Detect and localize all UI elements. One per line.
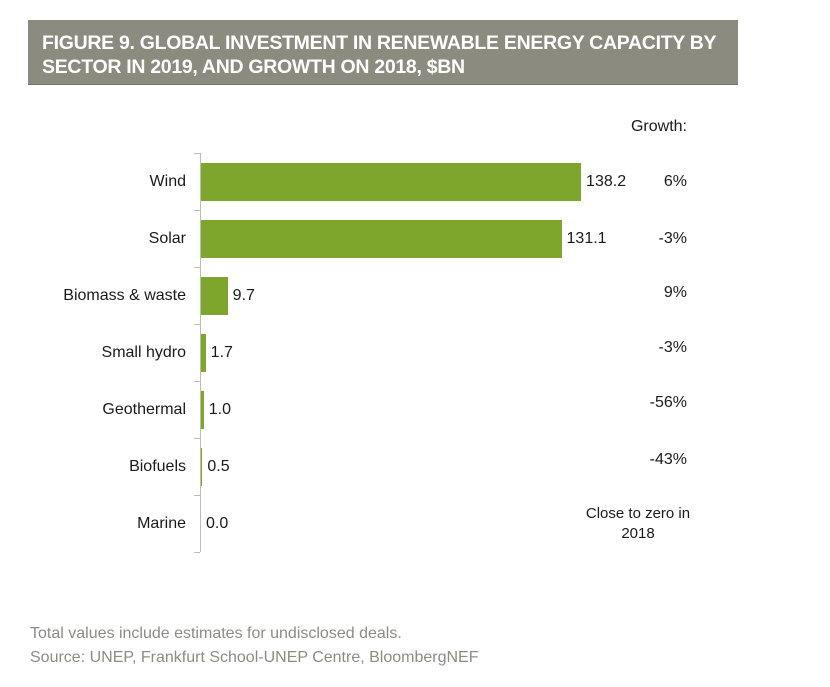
value-label: 9.7: [232, 286, 255, 304]
axis-tick: [194, 324, 200, 325]
bar-cell: 0.5: [201, 447, 590, 486]
chart-row: Small hydro 1.7 -3%: [0, 324, 700, 381]
chart-row: Biomass & waste 9.7 9%: [0, 267, 700, 324]
bar: [201, 333, 206, 372]
category-label: Marine: [137, 514, 186, 532]
axis-tick: [194, 153, 200, 154]
chart-row: Solar 131.1 -3%: [0, 210, 700, 267]
growth-label: 9%: [663, 283, 687, 301]
category-label: Biofuels: [129, 457, 186, 475]
bar-cell: 9.7: [201, 276, 590, 315]
bar: [201, 390, 204, 429]
growth-column-header: Growth:: [630, 118, 687, 135]
bar: [201, 219, 562, 258]
growth-label: -3%: [658, 229, 687, 247]
category-label: Biomass & waste: [63, 286, 186, 304]
bar-chart: Wind 138.2 6% Solar 131.1 -3% Biomass & …: [0, 153, 700, 552]
axis-tick: [194, 438, 200, 439]
category-label: Wind: [149, 172, 186, 190]
chart-footnotes: Total values include estimates for undis…: [30, 622, 478, 670]
category-label: Small hydro: [101, 343, 186, 361]
axis-tick: [194, 552, 200, 553]
bar-cell: 138.2: [201, 162, 626, 201]
growth-label: 6%: [663, 172, 687, 190]
growth-label: Close to zero in 2018: [585, 504, 691, 542]
figure-title-bar: FIGURE 9. GLOBAL INVESTMENT IN RENEWABLE…: [28, 20, 738, 85]
axis-tick: [194, 267, 200, 268]
category-label: Geothermal: [102, 400, 186, 418]
value-label: 1.7: [210, 343, 233, 361]
bar-cell: 1.7: [201, 333, 590, 372]
figure-title-line-1: FIGURE 9. GLOBAL INVESTMENT IN RENEWABLE…: [42, 32, 717, 54]
chart-row: Wind 138.2 6%: [0, 153, 700, 210]
chart-row: Marine 0.0 Close to zero in 2018: [0, 495, 700, 552]
value-label: 0.5: [207, 457, 230, 475]
y-axis-line: [194, 153, 201, 553]
axis-tick: [194, 495, 200, 496]
footnote-source: Source: UNEP, Frankfurt School-UNEP Cent…: [30, 649, 479, 666]
chart-row: Biofuels 0.5 -43%: [0, 438, 700, 495]
growth-label: -43%: [649, 450, 687, 468]
axis-tick: [194, 381, 200, 382]
bar-cell: 0.0: [201, 515, 590, 533]
figure-title-line-2: SECTOR IN 2019, AND GROWTH ON 2018, $BN: [42, 55, 465, 78]
bar: [201, 162, 582, 201]
bar-cell: 1.0: [201, 390, 590, 429]
growth-label: -56%: [649, 393, 687, 411]
bar-cell: 131.1: [201, 219, 607, 258]
value-label: 1.0: [208, 400, 231, 418]
axis-tick: [194, 210, 200, 211]
value-label: 138.2: [586, 172, 627, 190]
category-label: Solar: [148, 229, 186, 247]
chart-row: Geothermal 1.0 -56%: [0, 381, 700, 438]
value-label: 131.1: [566, 229, 607, 247]
bar: [201, 447, 203, 486]
growth-label: -3%: [658, 338, 687, 356]
footnote-total-values: Total values include estimates for undis…: [30, 625, 402, 642]
bar: [201, 276, 228, 315]
value-label: 0.0: [206, 514, 229, 532]
